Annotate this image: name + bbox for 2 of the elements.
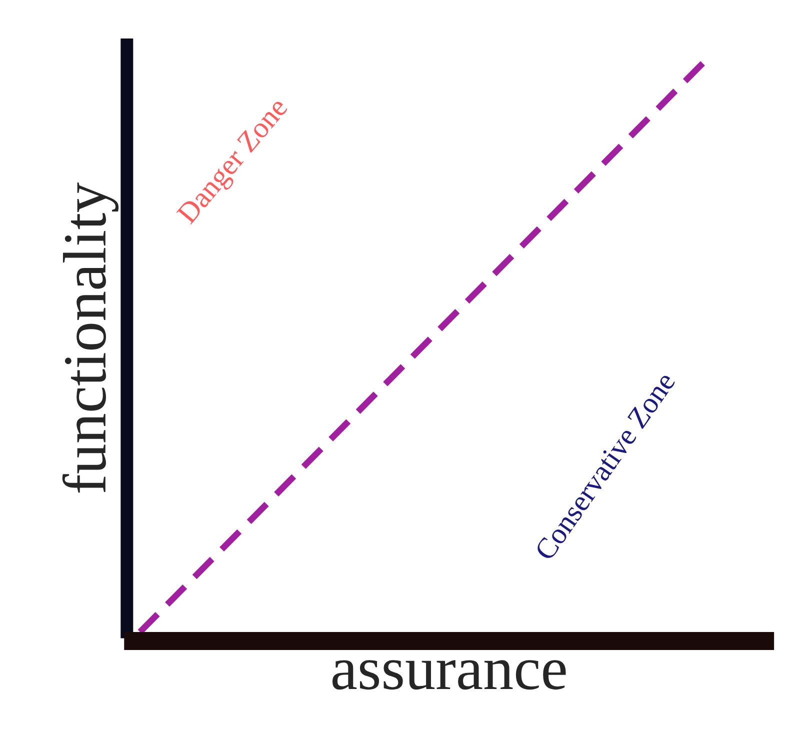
x-axis-title: assurance <box>332 660 566 690</box>
y-axis-title: functionality <box>62 182 119 493</box>
